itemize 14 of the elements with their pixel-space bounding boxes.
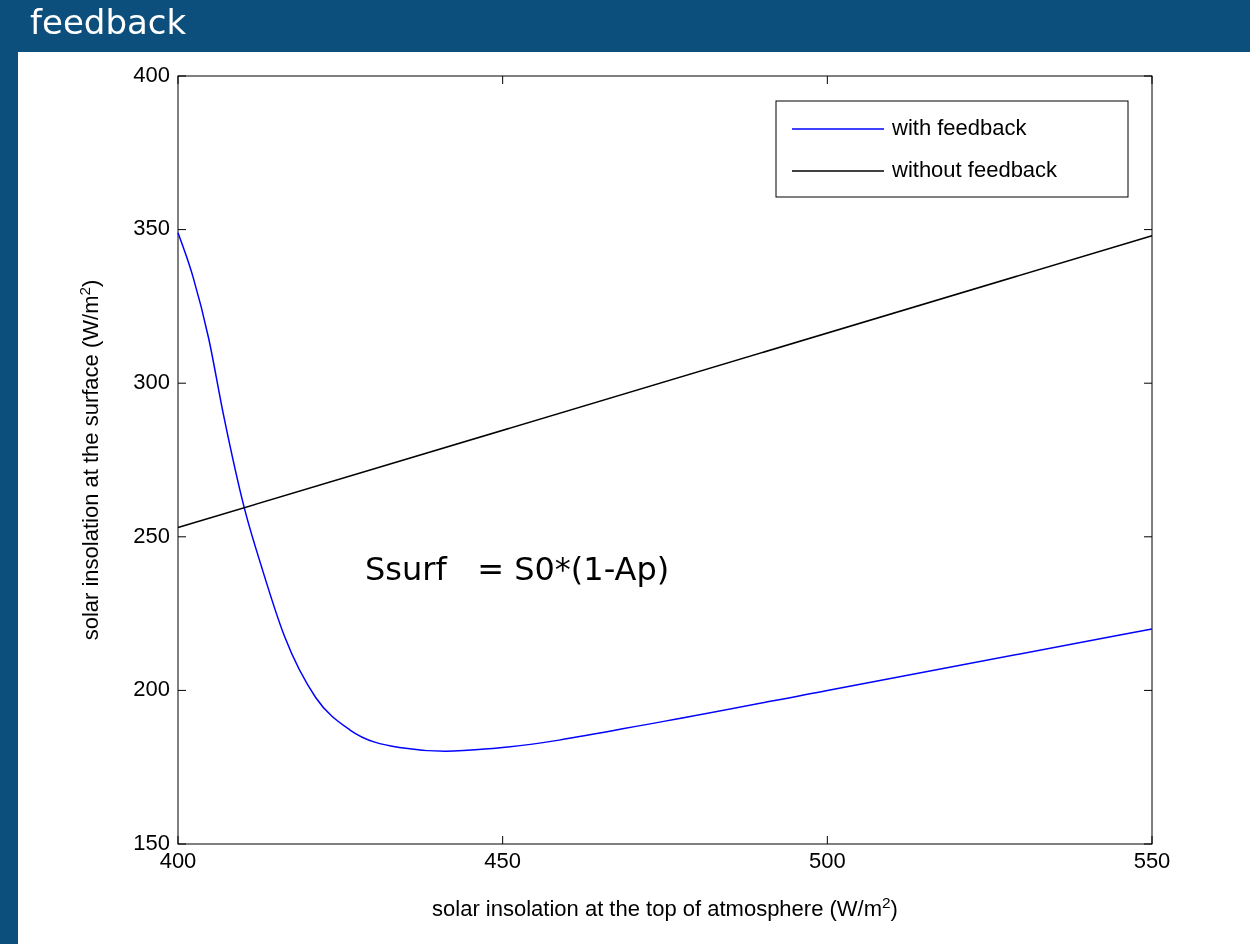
x-tick-label: 450 xyxy=(484,848,522,873)
legend-label: without feedback xyxy=(891,156,1059,182)
x-tick-label: 500 xyxy=(808,848,846,873)
y-tick-label: 300 xyxy=(133,369,170,395)
x-axis-title: solar insolation at the top of atmosphere (W/m$^{2}$) xyxy=(432,893,898,921)
annotation: Ssurf = S0*(1-Ap) xyxy=(365,550,670,588)
y-tick-label: 200 xyxy=(133,676,170,702)
y-tick-label: 250 xyxy=(133,522,170,548)
line-series xyxy=(177,231,1153,752)
x-tick-label: 550 xyxy=(1133,848,1171,873)
chart-title: feedback xyxy=(30,1,187,42)
legend-label: with feedback xyxy=(891,114,1028,140)
y-tick-label: 400 xyxy=(133,61,170,87)
y-tick-label: 350 xyxy=(133,215,170,241)
